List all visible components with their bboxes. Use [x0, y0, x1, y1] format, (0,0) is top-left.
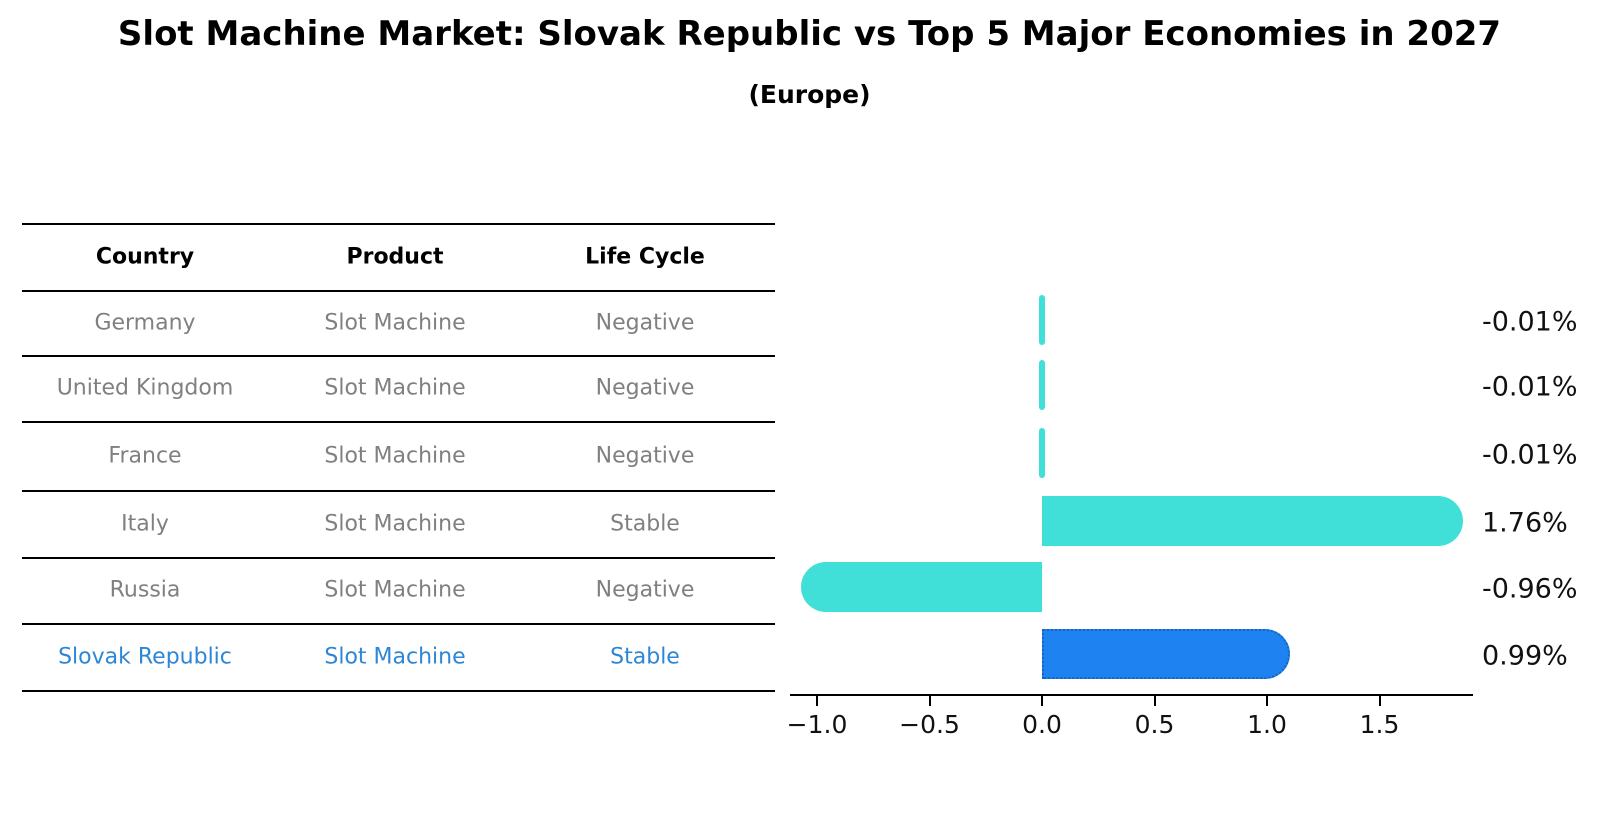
table-row-divider — [22, 223, 775, 225]
bar-value-label: 1.76% — [1482, 507, 1568, 538]
chart-subtitle: (Europe) — [748, 80, 871, 109]
table-cell-product: Slot Machine — [324, 511, 466, 536]
table-cell-country: Russia — [109, 577, 181, 603]
bar-value-label: -0.96% — [1482, 573, 1578, 605]
bar-germany — [1039, 294, 1045, 345]
table-row-divider — [22, 623, 775, 625]
table-header-life-cycle: Life Cycle — [585, 244, 705, 269]
table-cell-life_cycle: Negative — [595, 577, 695, 603]
table-cell-life_cycle: Stable — [610, 511, 680, 536]
x-axis-tick — [928, 696, 931, 706]
x-axis-tick-label: −1.0 — [786, 710, 848, 739]
x-axis-tick — [1378, 696, 1381, 706]
x-axis-tick-label: 0.5 — [1134, 710, 1175, 739]
table-cell-life_cycle: Stable — [610, 644, 680, 669]
table-cell-product: Slot Machine — [324, 310, 466, 335]
table-cell-product: Slot Machine — [324, 375, 466, 401]
table-cell-life_cycle: Negative — [595, 443, 695, 468]
x-axis-tick — [1153, 696, 1156, 706]
table-cell-country: Italy — [121, 511, 169, 536]
chart-title: Slot Machine Market: Slovak Republic vs … — [117, 14, 1502, 54]
table-cell-product: Slot Machine — [324, 644, 466, 669]
x-axis-line — [790, 694, 1473, 696]
table-cell-country: Germany — [94, 310, 196, 335]
table-cell-product: Slot Machine — [324, 443, 466, 468]
bar-value-label: -0.01% — [1482, 371, 1578, 403]
x-axis-tick — [1266, 696, 1268, 706]
bar-value-label: -0.01% — [1482, 439, 1578, 470]
x-axis-tick — [1041, 696, 1043, 706]
table-row-divider — [22, 690, 775, 692]
bar-united-kingdom — [1039, 360, 1045, 410]
table-cell-country: United Kingdom — [56, 375, 234, 401]
table-row-divider — [22, 421, 775, 423]
x-axis-tick-label: 0.0 — [1022, 710, 1062, 739]
x-axis-tick-label: 1.0 — [1247, 710, 1287, 739]
x-axis-tick-label: 1.5 — [1359, 710, 1400, 739]
bar-france — [1039, 427, 1045, 478]
bar-value-label: -0.01% — [1482, 306, 1578, 337]
table-cell-life_cycle: Negative — [595, 375, 695, 401]
bar-value-label: 0.99% — [1482, 640, 1568, 671]
table-row-divider — [22, 290, 775, 292]
table-cell-life_cycle: Negative — [595, 310, 695, 335]
table-row-divider — [22, 490, 775, 492]
x-axis-tick-label: −0.5 — [899, 710, 960, 739]
x-axis-tick — [816, 696, 818, 706]
bar-italy — [1042, 495, 1463, 546]
table-header-country: Country — [95, 244, 195, 269]
bar-slovak-republic — [1042, 628, 1290, 679]
table-row-divider — [22, 355, 775, 357]
table-cell-country: France — [108, 443, 182, 468]
table-cell-country: Slovak Republic — [58, 644, 232, 669]
table-cell-product: Slot Machine — [324, 577, 466, 603]
bar-russia — [801, 562, 1042, 612]
table-row-divider — [22, 557, 775, 559]
table-header-product: Product — [346, 244, 444, 269]
